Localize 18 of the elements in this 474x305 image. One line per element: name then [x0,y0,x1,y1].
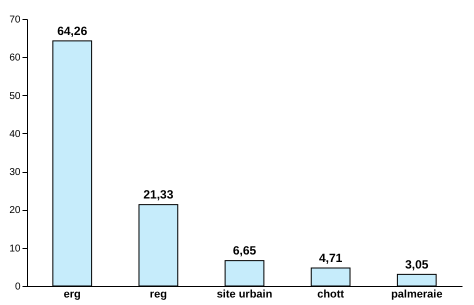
data-label: 6,65 [232,244,256,258]
y-tick-label: 10 [9,243,21,254]
y-tick-label: 70 [9,14,21,26]
y-tick-label: 40 [9,128,21,140]
data-label: 4,71 [318,251,343,266]
x-tick-label: chott [317,288,344,300]
x-tick-label: erg [64,288,81,300]
x-tick-label: reg [150,288,167,300]
y-tick-label: 0 [14,282,21,292]
data-label: 64,26 [57,24,88,38]
data-label: 21,33 [143,188,174,202]
y-tick-label: 20 [9,205,21,216]
y-tick-label: 50 [9,90,21,102]
x-tick-label: site urbain [216,288,273,300]
y-tick-label: 30 [9,167,21,178]
x-tick-label: palmeraie [391,288,442,300]
data-label: 3,05 [405,257,429,272]
y-tick-label: 60 [9,52,21,64]
